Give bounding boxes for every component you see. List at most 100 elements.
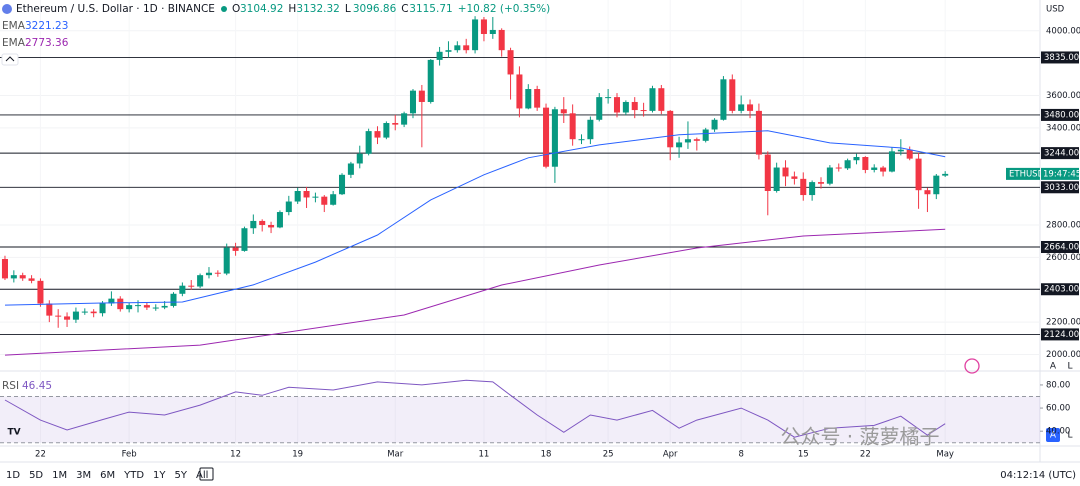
countdown-box [1041,167,1079,180]
collapse-button[interactable] [1,53,19,66]
candle-body [472,19,479,51]
candle-body [418,90,425,102]
indicator-name: RSI [2,380,19,392]
candle-body [294,190,301,202]
candle-body [285,201,292,213]
candle-body [773,167,780,191]
candle-body [631,101,638,111]
candle-body [161,305,168,308]
candle-body [897,149,904,152]
alert-icon[interactable] [964,358,980,374]
symbol-title: Ethereum / U.S. Dollar · 1D · BINANCE [16,3,215,15]
x-tick-label: Apr [663,450,678,460]
candle-body [551,109,558,167]
y-tick-label: 2200.00 [1046,318,1080,328]
log-scale-button[interactable]: L [1067,362,1072,372]
candle-body [498,29,505,51]
watermark: 公众号 · 菠萝橘子 [780,425,939,449]
range-button[interactable]: 1M [52,470,67,481]
candle-body [587,119,594,140]
candle-body [188,285,195,287]
candle-body [764,154,771,191]
candle-body [578,139,585,141]
x-tick-label: 11 [479,450,490,460]
candle-body [658,88,665,111]
level-label: 3480.00 [1044,110,1079,120]
candle-body [915,158,922,191]
candle-body [303,190,310,198]
clock[interactable]: 04:12:14 (UTC) [1000,470,1076,481]
range-button[interactable]: 1Y [153,470,166,481]
candle-body [826,167,833,184]
candle-body [250,220,257,229]
level-label: 2403.00 [1044,285,1079,295]
candle-body [534,89,541,108]
candle-body [649,88,656,111]
ohlc-prefix: O [232,3,240,15]
candle-body [409,90,416,114]
ohlc-prefix: C [401,3,408,15]
candle-body [268,224,275,228]
y-tick-label: 80.00 [1046,380,1070,390]
candle-body [924,190,931,195]
level-label: 2124.00 [1044,330,1079,340]
candle-body [613,97,621,113]
candle-body [205,272,212,276]
indicator-value: 3221.23 [25,20,68,32]
rsi-band [0,396,1040,443]
candle-body [135,305,142,307]
candle-body [747,104,754,111]
ema-line [4,130,946,306]
countdown: 19:47:45 [1043,169,1080,179]
candle-body [46,303,53,316]
range-button[interactable]: 3M [76,470,91,481]
candle-body [427,59,434,102]
candle-body [543,107,550,167]
candle-body [622,101,629,113]
candle-body [720,79,727,120]
candle-body [560,109,567,114]
candle-body [463,45,470,51]
range-button[interactable]: 5Y [175,470,188,481]
candle-body [383,123,390,138]
x-tick-label: 22 [860,450,871,460]
candle-body [392,123,399,125]
indicator-name: EMA [2,37,26,49]
candle-body [800,178,807,196]
ema-line [4,228,946,356]
range-button[interactable]: 6M [100,470,115,481]
candle-body [667,110,674,148]
candle-body [214,272,221,274]
candle-body [676,142,683,148]
indicator-value: 46.45 [22,380,52,392]
candle-body [72,311,79,320]
log-scale-button[interactable]: L [1067,431,1072,441]
range-button[interactable]: All [196,470,208,481]
x-tick-label: 22 [35,450,46,460]
currency-label: USD [1046,5,1065,15]
candle-body [480,19,487,34]
auto-scale-button-active[interactable] [1046,428,1060,442]
range-button[interactable]: YTD [123,470,144,481]
range-button[interactable]: 5D [29,470,43,481]
candle-body [10,275,17,279]
candle-body [738,104,745,111]
y-tick-label: 4000.00 [1046,26,1080,36]
date-range-icon[interactable] [199,467,214,481]
auto-scale-button[interactable]: A [1050,362,1057,372]
candle-body [99,303,106,314]
candle-body [90,311,97,314]
candle-body [809,182,816,196]
candle-body [126,305,133,310]
market-status [221,6,227,12]
x-tick-label: Mar [387,450,404,460]
candle-body [942,173,949,176]
range-button[interactable]: 1D [6,470,20,481]
tradingview-logo: TV [7,428,20,438]
candle-body [871,167,878,170]
candle-body [170,293,177,306]
y-tick-label: 2000.00 [1046,350,1080,360]
candle-body [241,228,248,251]
level-label-box [1041,51,1079,64]
